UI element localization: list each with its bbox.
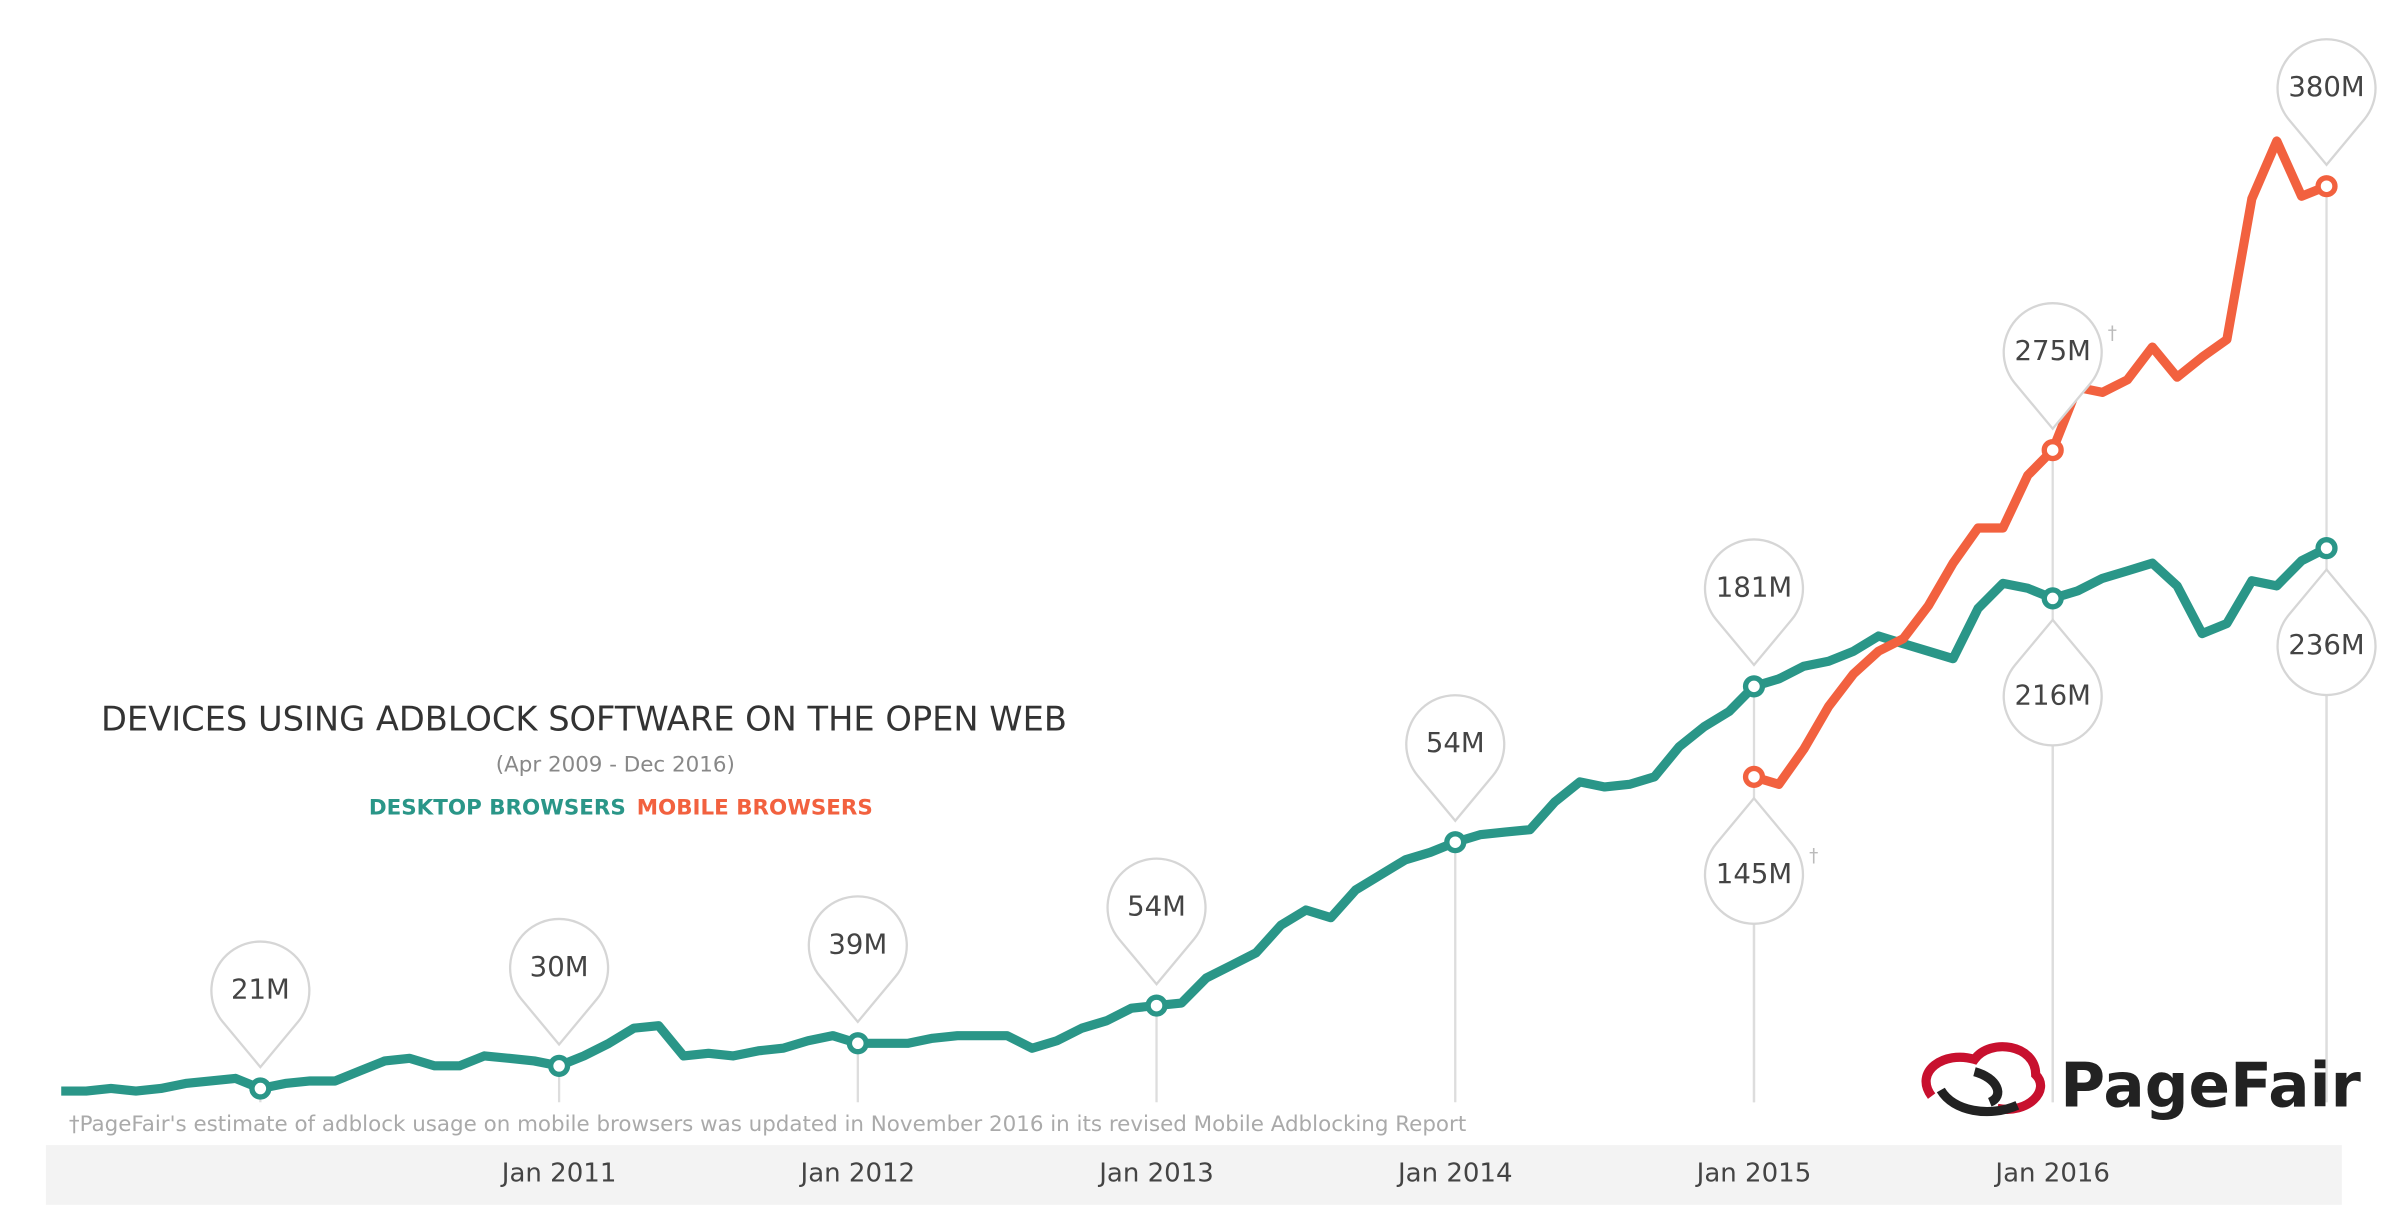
- callout-label: 21M: [231, 974, 290, 1006]
- data-point: [249, 1077, 272, 1100]
- lines: [61, 136, 2329, 1096]
- callout: [508, 917, 610, 1047]
- callout: [1405, 694, 1506, 823]
- callout: [807, 895, 908, 1024]
- logo-cloud: [1921, 1042, 2046, 1114]
- callout: [1703, 796, 1805, 925]
- data-point: [2315, 537, 2338, 560]
- x-tick-label: Jan 2011: [500, 1159, 617, 1189]
- logo: PageFair: [1921, 1042, 2362, 1122]
- callout: [1703, 538, 1805, 667]
- data-point: [1742, 675, 1766, 698]
- callout: [2002, 618, 2103, 747]
- x-axis: Jan 2011 Jan 2012 Jan 2013 Jan 2014 Jan 2015…: [500, 1159, 2110, 1189]
- callout-label: 380M: [2288, 71, 2364, 103]
- x-tick-label: Jan 2012: [799, 1159, 916, 1189]
- callout-label: 275M: [2015, 335, 2091, 367]
- x-tick-label: Jan 2013: [1097, 1159, 1214, 1189]
- series-line: [1752, 136, 2329, 789]
- callout: [2276, 567, 2377, 697]
- x-tick-label: Jan 2015: [1695, 1159, 1812, 1189]
- x-tick-label: Jan 2014: [1396, 1159, 1513, 1189]
- data-point: [846, 1032, 869, 1055]
- footnote: †PageFair's estimate of adblock usage on…: [69, 1112, 1466, 1137]
- callout-note: †: [2108, 323, 2117, 344]
- callout: [2276, 38, 2377, 167]
- series-line: [61, 544, 2329, 1096]
- logo-text: PageFair: [2060, 1051, 2361, 1122]
- data-point: [2041, 587, 2064, 610]
- chart-title: DEVICES USING ADBLOCK SOFTWARE ON THE OP…: [101, 700, 1067, 739]
- data-point: [2315, 175, 2338, 198]
- x-axis-band: [45, 1145, 2342, 1205]
- callout-label: 39M: [828, 928, 887, 960]
- callout-label: 236M: [2288, 629, 2364, 661]
- data-point: [1444, 831, 1467, 854]
- callout-label: 181M: [1716, 571, 1792, 603]
- callout: [1106, 857, 1207, 986]
- callout-label: 145M: [1716, 858, 1792, 890]
- data-point: [2041, 439, 2064, 462]
- chart-subtitle: (Apr 2009 - Dec 2016): [496, 753, 735, 778]
- markers: [249, 175, 2338, 1100]
- logo-arrows: [1936, 1067, 2020, 1117]
- data-point: [547, 1054, 571, 1077]
- data-point: [1742, 765, 1766, 788]
- callout-label: 54M: [1127, 891, 1186, 923]
- callout-label: 54M: [1426, 727, 1485, 759]
- callout-label: 30M: [530, 951, 589, 983]
- legend-entry: MOBILE BROWSERS: [637, 795, 873, 820]
- callout-label: 216M: [2015, 679, 2091, 711]
- callout: [210, 940, 311, 1069]
- data-point: [1145, 994, 1168, 1017]
- callout: [2002, 302, 2103, 431]
- callouts: 21M 30M 39M 54M 54M 181M 216M 236M 145M † 275M † 380…: [210, 38, 2377, 1069]
- legend-entry: DESKTOP BROWSERS: [369, 795, 626, 820]
- x-tick-label: Jan 2016: [1993, 1159, 2110, 1189]
- callout-note: †: [1809, 845, 1818, 866]
